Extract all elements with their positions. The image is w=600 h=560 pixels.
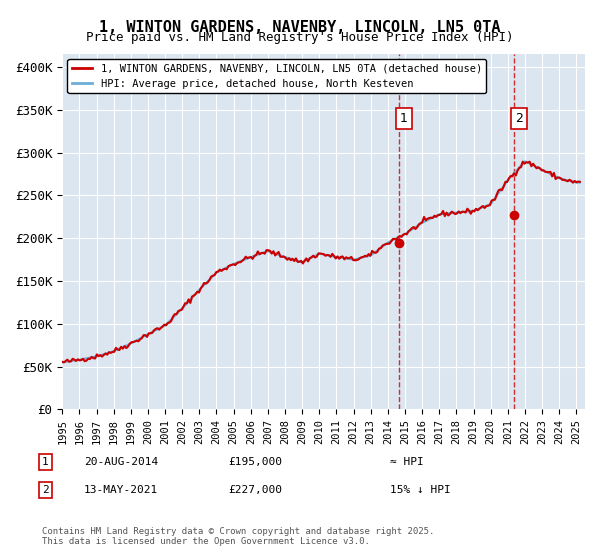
Text: 15% ↓ HPI: 15% ↓ HPI: [390, 485, 451, 495]
Text: ≈ HPI: ≈ HPI: [390, 457, 424, 467]
Legend: 1, WINTON GARDENS, NAVENBY, LINCOLN, LN5 0TA (detached house), HPI: Average pric: 1, WINTON GARDENS, NAVENBY, LINCOLN, LN5…: [67, 59, 486, 93]
Text: £195,000: £195,000: [228, 457, 282, 467]
Text: 2: 2: [515, 112, 523, 125]
Text: Contains HM Land Registry data © Crown copyright and database right 2025.
This d: Contains HM Land Registry data © Crown c…: [42, 526, 434, 546]
Text: £227,000: £227,000: [228, 485, 282, 495]
Text: 13-MAY-2021: 13-MAY-2021: [84, 485, 158, 495]
Text: 20-AUG-2014: 20-AUG-2014: [84, 457, 158, 467]
Text: 1: 1: [400, 112, 408, 125]
Text: 2: 2: [42, 485, 49, 495]
Text: Price paid vs. HM Land Registry's House Price Index (HPI): Price paid vs. HM Land Registry's House …: [86, 31, 514, 44]
Text: 1: 1: [42, 457, 49, 467]
Text: 1, WINTON GARDENS, NAVENBY, LINCOLN, LN5 0TA: 1, WINTON GARDENS, NAVENBY, LINCOLN, LN5…: [99, 20, 501, 35]
